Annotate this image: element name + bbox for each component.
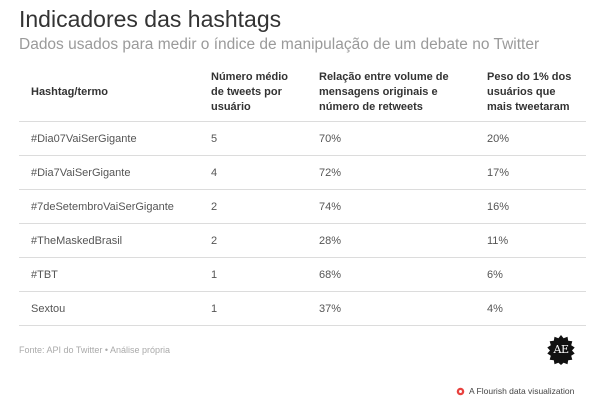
hashtag-cell: #7deSetembroVaiSerGigante: [19, 189, 199, 224]
original-ratio-cell: 72%: [307, 155, 475, 190]
flourish-credit-link[interactable]: A Flourish data visualization: [456, 386, 574, 396]
table-row: #TBT 1 68% 6%: [19, 257, 586, 292]
column-header-original-ratio[interactable]: Relação entre volume de mensagens origin…: [307, 64, 475, 122]
page-title: Indicadores das hashtags: [19, 6, 282, 32]
original-ratio-cell: 68%: [307, 257, 475, 292]
top-users-weight-cell: 16%: [475, 189, 586, 224]
avg-tweets-cell: 1: [199, 257, 307, 292]
original-ratio-cell: 74%: [307, 189, 475, 224]
original-ratio-cell: 28%: [307, 223, 475, 258]
top-users-weight-cell: 20%: [475, 121, 586, 156]
column-header-hashtag[interactable]: Hashtag/termo: [19, 64, 199, 122]
source-note: Fonte: API do Twitter • Análise própria: [19, 345, 171, 355]
table-row: #TheMaskedBrasil 2 28% 11%: [19, 223, 586, 258]
table-row: #7deSetembroVaiSerGigante 2 74% 16%: [19, 189, 586, 224]
avg-tweets-cell: 5: [199, 121, 307, 156]
original-ratio-cell: 70%: [307, 121, 475, 156]
ae-logo[interactable]: AE: [546, 335, 576, 365]
top-users-weight-cell: 17%: [475, 155, 586, 190]
avg-tweets-cell: 1: [199, 291, 307, 326]
hashtag-cell: Sextou: [19, 291, 199, 326]
table-row: #Dia7VaiSerGigante 4 72% 17%: [19, 155, 586, 190]
logo-text: AE: [553, 343, 569, 356]
table-header-row: Hashtag/termo Número médio de tweets por…: [19, 64, 586, 122]
hashtag-cell: #TBT: [19, 257, 199, 292]
avg-tweets-cell: 2: [199, 189, 307, 224]
table-row: Sextou 1 37% 4%: [19, 291, 586, 326]
logo-badge-icon: [547, 335, 575, 365]
flourish-credit-label: A Flourish data visualization: [469, 386, 575, 396]
flourish-icon: [456, 387, 465, 395]
top-users-weight-cell: 4%: [475, 291, 586, 326]
hashtag-cell: #TheMaskedBrasil: [19, 223, 199, 258]
hashtag-cell: #Dia7VaiSerGigante: [19, 155, 199, 190]
original-ratio-cell: 37%: [307, 291, 475, 326]
column-header-avg-tweets[interactable]: Número médio de tweets por usuário: [199, 64, 307, 122]
table-row: #Dia07VaiSerGigante 5 70% 20%: [19, 121, 586, 156]
top-users-weight-cell: 11%: [475, 223, 586, 258]
avg-tweets-cell: 4: [199, 155, 307, 190]
avg-tweets-cell: 2: [199, 223, 307, 258]
page-subtitle: Dados usados para medir o índice de mani…: [19, 36, 540, 53]
top-users-weight-cell: 6%: [475, 257, 586, 292]
column-header-top-users-weight[interactable]: Peso do 1% dos usuários que mais tweetar…: [475, 64, 586, 122]
hashtag-cell: #Dia07VaiSerGigante: [19, 121, 199, 156]
data-table: Hashtag/termo Número médio de tweets por…: [19, 64, 586, 326]
